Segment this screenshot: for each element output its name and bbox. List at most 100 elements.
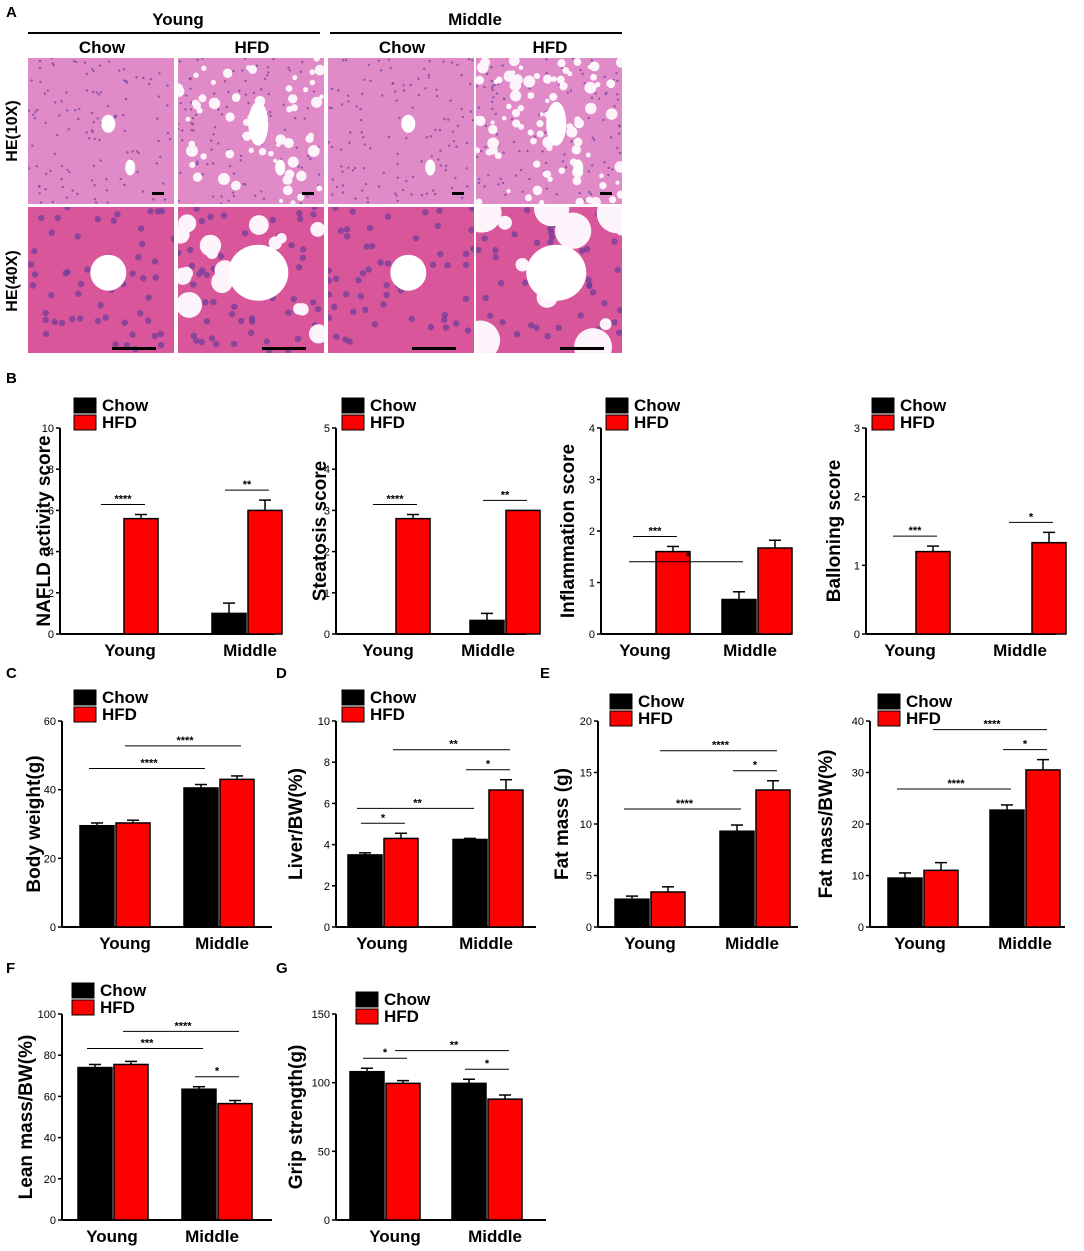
histology-image-10x-young-hfd (178, 58, 324, 204)
y-tick-label: 80 (44, 1050, 56, 1062)
y-tick-label: 8 (324, 757, 330, 769)
y-tick-label: 20 (44, 853, 56, 865)
bar-young-hfd (923, 869, 959, 928)
y-tick-label: 0 (589, 629, 595, 641)
significance-label: * (486, 759, 491, 771)
bar-middle-chow (719, 830, 755, 928)
legend-label-hfd: HFD (102, 413, 137, 432)
legend-swatch-chow (341, 689, 365, 706)
significance-label: **** (140, 758, 158, 770)
y-tick-label: 40 (44, 1133, 56, 1145)
significance-label: * (686, 551, 691, 563)
bar-middle-hfd (1025, 769, 1061, 928)
y-axis-label: Lean mass/BW(%) (16, 1035, 37, 1200)
significance-label: * (753, 760, 758, 772)
y-tick-label: 0 (324, 1215, 330, 1227)
panel-letter-e: E (540, 665, 551, 682)
scale-bar (152, 192, 164, 195)
y-tick-label: 0 (50, 922, 56, 934)
x-tick-label: Young (624, 934, 676, 953)
column-title-young-chow: Chow (78, 38, 126, 57)
bar-middle-hfd (219, 778, 255, 928)
column-title-middle-chow: Chow (378, 38, 426, 57)
bar-young-hfd (650, 891, 686, 928)
significance-label: * (485, 1058, 490, 1070)
x-tick-label: Middle (998, 934, 1052, 953)
bar-middle-chow (452, 838, 488, 928)
bar-young-hfd (395, 517, 431, 635)
y-tick-label: 10 (852, 871, 864, 883)
legend-swatch-hfd (609, 710, 633, 727)
bar-young-hfd (115, 822, 151, 928)
significance-label: **** (983, 719, 1001, 731)
group-title-middle: Middle (448, 10, 502, 29)
bar-middle-chow (183, 787, 219, 928)
bar-young-hfd (123, 517, 159, 635)
x-tick-label: Young (369, 1227, 421, 1246)
bar-middle-chow (211, 612, 247, 635)
y-tick-label: 0 (858, 922, 864, 934)
legend-swatch-chow (605, 397, 629, 414)
y-axis-label: NAFLD activity score (34, 435, 55, 626)
significance-label: * (1023, 739, 1028, 751)
legend-label-hfd: HFD (102, 705, 137, 724)
legend-swatch-chow (609, 693, 633, 710)
legend-swatch-chow (871, 397, 895, 414)
y-tick-label: 8 (48, 464, 54, 476)
bar-young-hfd (383, 837, 419, 928)
y-axis-label: Fat mass (g) (552, 768, 573, 880)
y-tick-label: 6 (48, 505, 54, 517)
panel-letter-c: C (6, 665, 17, 682)
column-title-young-hfd: HFD (234, 38, 270, 57)
significance-label: *** (909, 525, 923, 537)
legend-swatch-chow (877, 693, 901, 710)
y-tick-label: 20 (44, 1174, 56, 1186)
legend-label-hfd: HFD (384, 1007, 419, 1026)
x-tick-label: Young (362, 641, 414, 660)
legend-swatch-hfd (73, 414, 97, 431)
group-rule-middle (330, 32, 622, 34)
y-axis-label: Body weight(g) (24, 755, 45, 892)
y-tick-label: 3 (324, 505, 330, 517)
y-tick-label: 2 (589, 526, 595, 538)
legend-label-hfd: HFD (638, 709, 673, 728)
legend-label-hfd: HFD (900, 413, 935, 432)
legend-swatch-chow (341, 397, 365, 414)
y-tick-label: 3 (589, 475, 595, 487)
y-tick-label: 10 (580, 819, 592, 831)
y-tick-label: 2 (324, 547, 330, 559)
significance-label: * (381, 812, 386, 824)
y-tick-label: 1 (854, 560, 860, 572)
scale-bar (412, 347, 456, 350)
bar-middle-hfd (757, 547, 793, 635)
bar-young-hfd (113, 1063, 149, 1221)
group-title-young: Young (152, 10, 204, 29)
y-tick-label: 0 (854, 629, 860, 641)
group-rule-young (28, 32, 320, 34)
y-axis-label: Steatosis score (310, 461, 331, 601)
legend-swatch-hfd (605, 414, 629, 431)
x-tick-label: Middle (223, 641, 277, 660)
legend-swatch-hfd (871, 414, 895, 431)
scale-bar (302, 192, 314, 195)
significance-label: * (383, 1047, 388, 1059)
histology-image-10x-middle-chow (328, 58, 474, 204)
legend-label-chow: Chow (102, 688, 149, 707)
panel-letter-g: G (276, 960, 288, 977)
y-tick-label: 0 (48, 629, 54, 641)
bar-young-chow (79, 824, 115, 928)
legend-swatch-chow (73, 397, 97, 414)
bar-young-hfd (385, 1082, 421, 1221)
legend-swatch-hfd (73, 706, 97, 723)
legend-swatch-chow (355, 991, 379, 1008)
histology-image-40x-middle-hfd (476, 207, 622, 353)
x-tick-label: Middle (459, 934, 513, 953)
significance-label: ** (450, 1040, 459, 1052)
significance-label: **** (386, 494, 404, 506)
significance-label: ** (501, 489, 510, 501)
